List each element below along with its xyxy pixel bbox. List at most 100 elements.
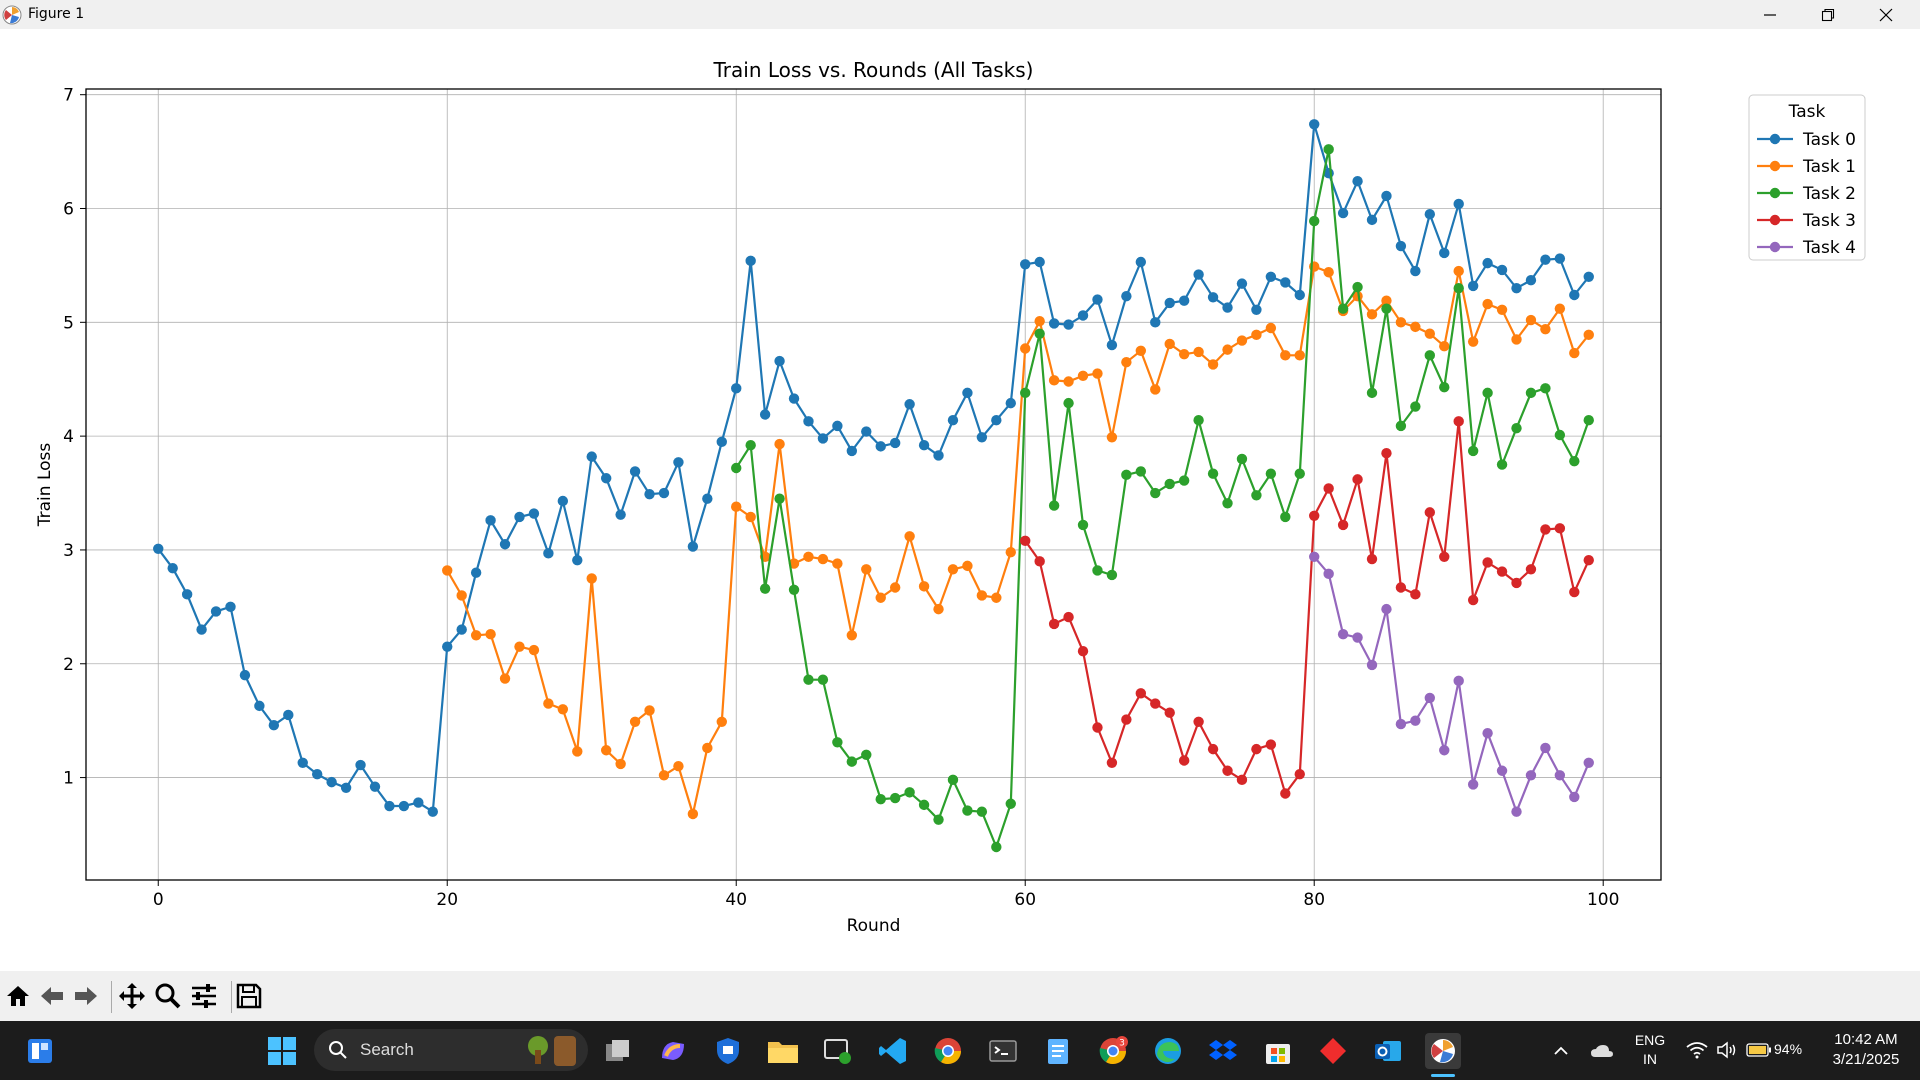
data-point-task-0 bbox=[1063, 319, 1074, 330]
chrome-profile-button[interactable]: 3 bbox=[1095, 1033, 1131, 1069]
task-view-button[interactable] bbox=[600, 1033, 636, 1069]
taskbar-search[interactable]: Search bbox=[314, 1029, 588, 1071]
wifi-icon[interactable] bbox=[1686, 1041, 1708, 1059]
home-icon bbox=[7, 986, 29, 1006]
file-explorer-button[interactable] bbox=[765, 1033, 801, 1069]
data-point-task-0 bbox=[210, 606, 222, 617]
data-point-task-1 bbox=[1207, 359, 1219, 370]
language-indicator[interactable]: ENG IN bbox=[1628, 1031, 1672, 1069]
close-icon bbox=[1879, 8, 1893, 21]
show-hidden-icons-button[interactable] bbox=[1546, 1033, 1576, 1069]
data-point-task-2 bbox=[832, 737, 843, 748]
data-point-task-0 bbox=[1525, 275, 1537, 286]
clock[interactable]: 10:42 AM 3/21/2025 bbox=[1816, 1030, 1916, 1070]
clock-time: 10:42 AM bbox=[1834, 1031, 1898, 1048]
terminal-button[interactable] bbox=[985, 1033, 1021, 1069]
matplotlib-taskbar-button[interactable] bbox=[1425, 1033, 1461, 1069]
data-point-task-0 bbox=[962, 387, 973, 399]
data-point-task-1 bbox=[615, 758, 626, 770]
data-point-task-2 bbox=[846, 756, 858, 767]
data-point-task-3 bbox=[1352, 474, 1363, 485]
data-point-task-1 bbox=[803, 551, 814, 562]
data-point-task-1 bbox=[933, 603, 944, 615]
restore-button[interactable] bbox=[1799, 0, 1857, 29]
pan-button[interactable] bbox=[117, 981, 147, 1011]
anydesk-button[interactable] bbox=[1315, 1033, 1351, 1069]
data-point-task-2 bbox=[1048, 500, 1060, 511]
data-point-task-2 bbox=[889, 792, 901, 804]
data-point-task-2 bbox=[1092, 565, 1103, 576]
data-point-task-0 bbox=[225, 601, 236, 613]
taskbar: Search 3 bbox=[0, 1021, 1920, 1080]
data-point-task-2 bbox=[1569, 455, 1580, 467]
data-point-task-3 bbox=[1135, 688, 1147, 699]
data-point-task-0 bbox=[1135, 256, 1147, 268]
x-tick-label: 0 bbox=[153, 890, 164, 910]
data-point-task-2 bbox=[1511, 422, 1522, 434]
data-point-task-0 bbox=[196, 624, 207, 635]
x-tick-label: 100 bbox=[1587, 890, 1619, 910]
forward-button[interactable] bbox=[71, 981, 101, 1011]
legend-label-task-4: Task 4 bbox=[1802, 238, 1856, 258]
configure-subplots-button[interactable] bbox=[189, 981, 219, 1011]
data-point-task-1 bbox=[557, 704, 569, 715]
onedrive-button[interactable] bbox=[1586, 1033, 1618, 1069]
data-point-task-2 bbox=[817, 674, 829, 685]
data-point-task-0 bbox=[615, 509, 626, 520]
notepad-icon bbox=[1048, 1039, 1068, 1064]
data-point-task-0 bbox=[1309, 119, 1320, 130]
legend-label-task-0: Task 0 bbox=[1802, 130, 1856, 150]
defender-button[interactable] bbox=[710, 1033, 746, 1069]
data-point-task-0 bbox=[673, 457, 684, 468]
floppy-disk-icon bbox=[236, 983, 262, 1009]
edge-button[interactable] bbox=[1150, 1033, 1186, 1069]
copilot-button[interactable] bbox=[655, 1033, 691, 1069]
battery-icon[interactable] bbox=[1746, 1043, 1772, 1057]
data-point-task-1 bbox=[731, 501, 742, 512]
data-point-task-4 bbox=[1554, 770, 1566, 781]
data-point-task-0 bbox=[1280, 277, 1291, 288]
data-point-task-1 bbox=[702, 742, 713, 754]
chrome-button[interactable] bbox=[930, 1033, 966, 1069]
battery-percent: 94% bbox=[1774, 1041, 1803, 1057]
data-point-task-0 bbox=[933, 450, 944, 461]
search-icon bbox=[329, 1041, 347, 1059]
data-point-task-0 bbox=[1265, 271, 1277, 282]
data-point-task-1 bbox=[1482, 298, 1493, 310]
vscode-button[interactable] bbox=[875, 1033, 911, 1069]
ms-store-button[interactable] bbox=[1260, 1033, 1296, 1069]
close-button[interactable] bbox=[1857, 0, 1915, 29]
series-line-task-1 bbox=[446, 265, 1590, 816]
home-button[interactable] bbox=[3, 981, 33, 1011]
data-point-task-3 bbox=[1034, 556, 1045, 567]
data-point-task-3 bbox=[1236, 774, 1248, 786]
data-point-task-3 bbox=[1496, 566, 1508, 577]
back-button[interactable] bbox=[37, 981, 67, 1011]
legend-label-task-2: Task 2 bbox=[1802, 184, 1856, 204]
data-point-task-0 bbox=[716, 436, 727, 448]
y-tick-label: 1 bbox=[63, 769, 74, 789]
clock-date: 3/21/2025 bbox=[1832, 1051, 1900, 1068]
data-point-task-1 bbox=[1106, 432, 1118, 443]
series-line-task-2 bbox=[735, 148, 1590, 849]
start-button[interactable] bbox=[264, 1033, 300, 1069]
data-point-task-1 bbox=[1366, 309, 1378, 320]
widgets-button[interactable] bbox=[22, 1033, 58, 1069]
data-point-task-3 bbox=[1063, 611, 1074, 623]
data-point-task-1 bbox=[600, 745, 612, 756]
data-point-task-4 bbox=[1453, 675, 1464, 687]
minimize-button[interactable] bbox=[1741, 0, 1799, 29]
save-button[interactable] bbox=[234, 981, 264, 1011]
data-point-task-1 bbox=[904, 531, 915, 542]
zoom-button[interactable] bbox=[153, 981, 183, 1011]
notepad-button[interactable] bbox=[1040, 1033, 1076, 1069]
dev-terminal-button[interactable] bbox=[820, 1033, 856, 1069]
data-point-task-4 bbox=[1337, 628, 1349, 640]
toolbar-separator bbox=[231, 981, 232, 1013]
data-point-task-0 bbox=[1020, 259, 1031, 270]
dropbox-button[interactable] bbox=[1205, 1033, 1241, 1069]
outlook-button[interactable] bbox=[1370, 1033, 1406, 1069]
volume-icon[interactable] bbox=[1716, 1041, 1738, 1059]
data-point-task-0 bbox=[658, 487, 670, 499]
data-point-task-3 bbox=[1511, 577, 1522, 589]
